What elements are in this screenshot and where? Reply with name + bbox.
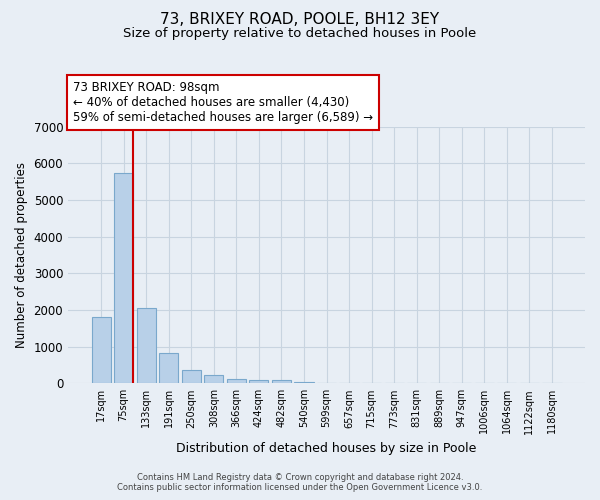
Text: Contains HM Land Registry data © Crown copyright and database right 2024.
Contai: Contains HM Land Registry data © Crown c… [118,473,482,492]
Bar [159,354,178,384]
Y-axis label: Number of detached properties: Number of detached properties [15,162,28,348]
X-axis label: Distribution of detached houses by size in Poole: Distribution of detached houses by size … [176,442,477,455]
Text: 73, BRIXEY ROAD, POOLE, BH12 3EY: 73, BRIXEY ROAD, POOLE, BH12 3EY [160,12,440,28]
Bar [317,382,336,384]
Bar [137,308,156,384]
Bar [250,380,268,384]
Text: 73 BRIXEY ROAD: 98sqm
← 40% of detached houses are smaller (4,430)
59% of semi-d: 73 BRIXEY ROAD: 98sqm ← 40% of detached … [73,82,373,124]
Bar [295,382,314,384]
Text: Size of property relative to detached houses in Poole: Size of property relative to detached ho… [124,28,476,40]
Bar [204,375,223,384]
Bar [92,318,110,384]
Bar [182,370,201,384]
Bar [114,172,133,384]
Bar [227,379,246,384]
Bar [272,380,291,384]
